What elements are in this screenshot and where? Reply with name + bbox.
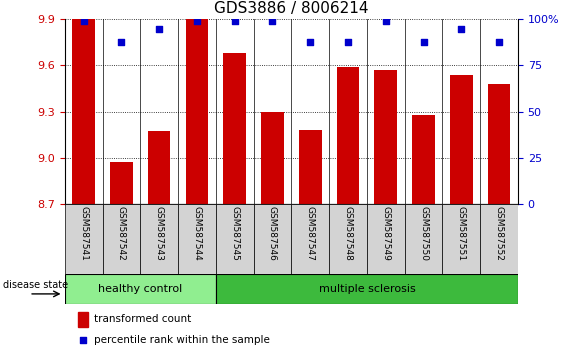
Point xyxy=(457,26,466,32)
Text: multiple sclerosis: multiple sclerosis xyxy=(319,284,415,295)
Text: disease state: disease state xyxy=(3,280,68,290)
Point xyxy=(79,337,88,343)
Bar xyxy=(78,312,88,326)
Text: GSM587545: GSM587545 xyxy=(230,206,239,261)
Text: transformed count: transformed count xyxy=(94,314,191,324)
Point xyxy=(268,18,277,24)
Bar xyxy=(178,204,216,274)
Text: GSM587551: GSM587551 xyxy=(457,206,466,261)
Bar xyxy=(216,204,253,274)
Bar xyxy=(405,204,443,274)
Text: GSM587547: GSM587547 xyxy=(306,206,315,261)
Point xyxy=(155,26,164,32)
Bar xyxy=(292,204,329,274)
Text: GSM587550: GSM587550 xyxy=(419,206,428,261)
Bar xyxy=(148,131,171,204)
Point xyxy=(306,39,315,44)
Text: healthy control: healthy control xyxy=(98,284,182,295)
Text: GSM587548: GSM587548 xyxy=(343,206,352,261)
Text: GSM587552: GSM587552 xyxy=(494,206,503,261)
Text: GSM587543: GSM587543 xyxy=(155,206,164,261)
Bar xyxy=(261,112,284,204)
Bar xyxy=(110,162,133,204)
Bar xyxy=(140,204,178,274)
Bar xyxy=(450,75,473,204)
Bar xyxy=(480,204,518,274)
Point xyxy=(343,39,352,44)
Bar xyxy=(72,19,95,204)
Point xyxy=(419,39,428,44)
Bar xyxy=(299,130,321,204)
Bar xyxy=(412,115,435,204)
Bar xyxy=(367,204,405,274)
Bar xyxy=(186,19,208,204)
Bar xyxy=(102,204,140,274)
Bar xyxy=(443,204,480,274)
Bar xyxy=(224,53,246,204)
Point xyxy=(193,18,202,24)
Bar xyxy=(488,84,511,204)
Text: percentile rank within the sample: percentile rank within the sample xyxy=(94,335,270,346)
Point xyxy=(381,18,390,24)
Bar xyxy=(65,274,216,304)
Text: GSM587541: GSM587541 xyxy=(79,206,88,261)
Bar xyxy=(216,274,518,304)
Bar xyxy=(329,204,367,274)
Bar xyxy=(253,204,292,274)
Point xyxy=(230,18,239,24)
Bar xyxy=(65,204,102,274)
Bar xyxy=(337,67,359,204)
Point xyxy=(117,39,126,44)
Point xyxy=(494,39,503,44)
Bar xyxy=(374,70,397,204)
Text: GSM587549: GSM587549 xyxy=(381,206,390,261)
Point xyxy=(79,18,88,24)
Text: GSM587546: GSM587546 xyxy=(268,206,277,261)
Text: GSM587544: GSM587544 xyxy=(193,206,202,261)
Text: GSM587542: GSM587542 xyxy=(117,206,126,261)
Title: GDS3886 / 8006214: GDS3886 / 8006214 xyxy=(214,0,369,16)
